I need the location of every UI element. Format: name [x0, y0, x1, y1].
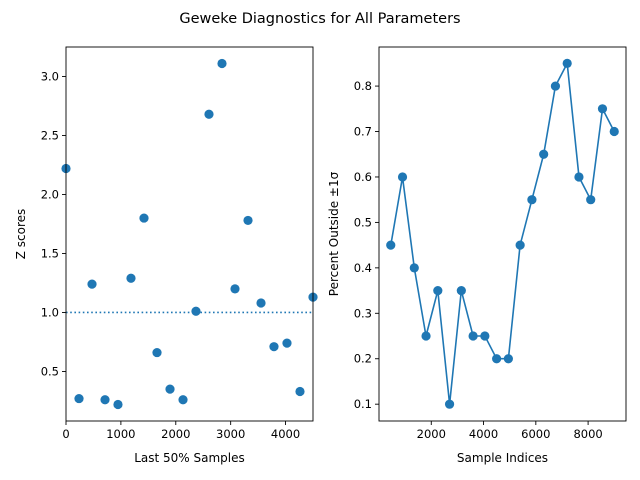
- y-tick-label: 0.3: [354, 306, 372, 320]
- y-tick-label: 0.8: [354, 79, 372, 93]
- x-tick-label: 2000: [417, 427, 446, 441]
- x-axis-label: Last 50% Samples: [134, 451, 245, 465]
- data-point: [468, 331, 478, 341]
- x-tick-label: 3000: [216, 427, 245, 441]
- x-tick-label: 4000: [271, 427, 300, 441]
- data-point: [586, 195, 596, 205]
- x-tick-label: 0: [62, 427, 69, 441]
- left-chart-panel: 0 1000 2000 3000 4000 0.5 1.0 1.5 2.0 2.5 3.0 Last …: [14, 46, 318, 465]
- data-point: [562, 58, 572, 68]
- data-point: [243, 215, 253, 226]
- series-line: [390, 60, 615, 405]
- data-point: [217, 58, 227, 69]
- data-point: [87, 279, 97, 289]
- data-point: [503, 354, 513, 364]
- y-axis-label: Z scores: [14, 209, 28, 260]
- data-point: [456, 285, 466, 296]
- data-point: [74, 393, 84, 404]
- data-point: [409, 263, 419, 273]
- data-point: [178, 395, 188, 405]
- data-point: [113, 399, 123, 410]
- data-point: [386, 240, 396, 250]
- y-tick-label: 0.6: [354, 170, 372, 184]
- y-tick-label: 0.2: [354, 352, 372, 366]
- y-tick-label: 0.1: [354, 397, 372, 411]
- data-point: [204, 109, 214, 119]
- data-point: [152, 347, 162, 358]
- right-chart-panel: 2000 4000 6000 8000 0.1 0.2 0.3 0.4 0.5 0.6 0.7 0.8…: [327, 46, 627, 465]
- y-axis-label: Percent Outside ±1σ: [327, 171, 341, 296]
- x-axis-label: Sample Indices: [457, 451, 548, 465]
- x-tick-label: 4000: [469, 427, 498, 441]
- data-point: [492, 354, 502, 364]
- data-point: [191, 306, 201, 316]
- data-point: [515, 240, 525, 250]
- y-tick-label: 0.4: [354, 261, 372, 275]
- data-point: [230, 284, 240, 294]
- figure-title: Geweke Diagnostics for All Parameters: [179, 11, 460, 27]
- y-tick-label: 0.5: [354, 215, 372, 229]
- data-point: [282, 338, 292, 348]
- y-tick-label: 3.0: [41, 69, 59, 83]
- x-tick-label: 2000: [161, 427, 190, 441]
- data-point: [480, 331, 490, 341]
- data-point: [527, 195, 537, 205]
- data-point: [397, 172, 408, 182]
- y-tick-label: 2.0: [41, 187, 59, 201]
- data-point: [269, 342, 279, 352]
- data-point: [550, 81, 561, 91]
- data-point: [433, 285, 443, 296]
- data-point: [444, 399, 455, 409]
- y-tick-label: 1.0: [41, 305, 59, 319]
- data-point: [421, 331, 431, 341]
- data-point: [609, 126, 619, 137]
- plot-frame: [378, 46, 627, 422]
- y-tick-label: 0.7: [354, 125, 372, 139]
- data-point: [139, 213, 149, 223]
- x-tick-label: 1000: [106, 427, 135, 441]
- data-point: [295, 386, 305, 397]
- data-point: [100, 395, 110, 405]
- y-tick-label: 1.5: [41, 246, 59, 260]
- data-point: [597, 104, 608, 114]
- y-tick-label: 2.5: [41, 128, 59, 142]
- y-tick-label: 0.5: [41, 364, 59, 378]
- data-point: [126, 273, 136, 283]
- data-point: [256, 298, 266, 308]
- x-tick-label: 8000: [573, 427, 602, 441]
- data-point: [539, 149, 549, 159]
- data-point: [165, 384, 175, 394]
- data-point: [574, 172, 584, 182]
- x-tick-label: 6000: [521, 427, 550, 441]
- plot-frame: [65, 46, 314, 422]
